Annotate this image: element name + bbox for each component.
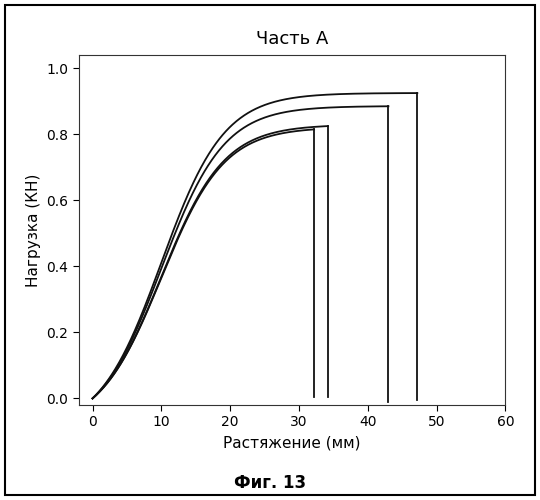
- X-axis label: Растяжение (мм): Растяжение (мм): [224, 435, 361, 450]
- Y-axis label: Нагрузка (КН): Нагрузка (КН): [26, 174, 41, 287]
- Title: Часть А: Часть А: [256, 30, 328, 48]
- Text: Фиг. 13: Фиг. 13: [234, 474, 306, 492]
